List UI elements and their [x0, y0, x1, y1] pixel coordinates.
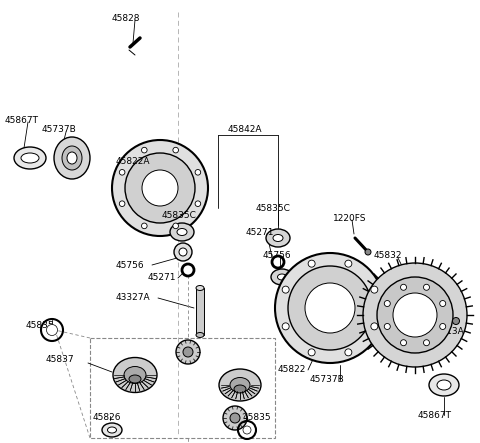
- Circle shape: [393, 293, 437, 337]
- Ellipse shape: [67, 152, 77, 164]
- Circle shape: [125, 153, 195, 223]
- Text: 45813A: 45813A: [430, 327, 465, 337]
- Circle shape: [440, 323, 446, 330]
- Circle shape: [173, 148, 179, 153]
- Circle shape: [308, 260, 315, 267]
- Ellipse shape: [266, 229, 290, 247]
- Text: 45837: 45837: [46, 355, 74, 365]
- Ellipse shape: [230, 377, 250, 392]
- Circle shape: [243, 426, 251, 434]
- Ellipse shape: [108, 427, 117, 433]
- Circle shape: [423, 340, 430, 346]
- Circle shape: [120, 201, 125, 206]
- Circle shape: [179, 248, 187, 256]
- Circle shape: [400, 284, 407, 290]
- Circle shape: [173, 223, 179, 229]
- Text: 45867T: 45867T: [418, 411, 452, 420]
- Circle shape: [142, 170, 178, 206]
- Circle shape: [423, 284, 430, 290]
- Text: 45842A: 45842A: [228, 125, 263, 135]
- Circle shape: [363, 263, 467, 367]
- Circle shape: [112, 140, 208, 236]
- Text: 45832: 45832: [374, 250, 403, 260]
- Circle shape: [453, 318, 459, 325]
- Circle shape: [174, 243, 192, 261]
- Circle shape: [282, 286, 289, 293]
- Ellipse shape: [177, 229, 187, 236]
- Ellipse shape: [21, 153, 39, 163]
- Circle shape: [288, 266, 372, 350]
- Circle shape: [282, 323, 289, 330]
- Circle shape: [305, 283, 355, 333]
- Ellipse shape: [14, 147, 46, 169]
- Circle shape: [384, 300, 390, 307]
- Text: 45867T: 45867T: [5, 116, 39, 124]
- Text: 45756: 45756: [116, 260, 144, 269]
- Ellipse shape: [119, 169, 141, 207]
- Circle shape: [176, 340, 200, 364]
- Text: 43327A: 43327A: [116, 294, 151, 303]
- Text: 45822: 45822: [278, 365, 306, 374]
- Circle shape: [195, 170, 201, 175]
- Text: 45826: 45826: [93, 413, 121, 423]
- Ellipse shape: [234, 385, 246, 393]
- Text: 1220FS: 1220FS: [333, 214, 367, 222]
- Circle shape: [400, 340, 407, 346]
- Text: 45271: 45271: [148, 273, 177, 283]
- Text: 45835: 45835: [26, 320, 55, 330]
- Ellipse shape: [273, 234, 283, 241]
- Ellipse shape: [219, 369, 261, 401]
- Circle shape: [377, 277, 453, 353]
- Circle shape: [142, 223, 147, 229]
- Ellipse shape: [437, 380, 451, 390]
- Text: 45835C: 45835C: [256, 203, 291, 213]
- Text: 45737B: 45737B: [310, 376, 345, 385]
- Circle shape: [120, 170, 125, 175]
- Ellipse shape: [196, 285, 204, 291]
- Ellipse shape: [271, 269, 293, 285]
- Circle shape: [223, 406, 247, 430]
- Circle shape: [142, 148, 147, 153]
- Ellipse shape: [102, 423, 122, 437]
- Circle shape: [345, 349, 352, 356]
- Ellipse shape: [129, 375, 141, 383]
- Ellipse shape: [170, 223, 194, 241]
- Text: 45271: 45271: [246, 228, 275, 237]
- Circle shape: [308, 349, 315, 356]
- Circle shape: [371, 286, 378, 293]
- Circle shape: [371, 323, 378, 330]
- Circle shape: [345, 260, 352, 267]
- Text: 45835C: 45835C: [162, 210, 197, 219]
- Circle shape: [384, 323, 390, 330]
- Circle shape: [183, 347, 193, 357]
- Circle shape: [275, 253, 385, 363]
- Circle shape: [47, 325, 58, 335]
- Ellipse shape: [124, 366, 146, 384]
- Ellipse shape: [277, 274, 287, 280]
- Text: 45835: 45835: [243, 413, 272, 423]
- Ellipse shape: [429, 374, 459, 396]
- Bar: [196, 288, 204, 335]
- Bar: [90, 338, 275, 438]
- Ellipse shape: [196, 333, 204, 338]
- Ellipse shape: [62, 146, 82, 170]
- Text: 45828: 45828: [112, 13, 141, 23]
- Text: 45737B: 45737B: [42, 125, 77, 135]
- Text: 45822A: 45822A: [116, 158, 151, 167]
- Circle shape: [230, 413, 240, 423]
- Ellipse shape: [54, 137, 90, 179]
- Circle shape: [195, 201, 201, 206]
- Circle shape: [440, 300, 446, 307]
- Text: 45756: 45756: [263, 250, 292, 260]
- Ellipse shape: [113, 358, 157, 392]
- Circle shape: [365, 249, 371, 255]
